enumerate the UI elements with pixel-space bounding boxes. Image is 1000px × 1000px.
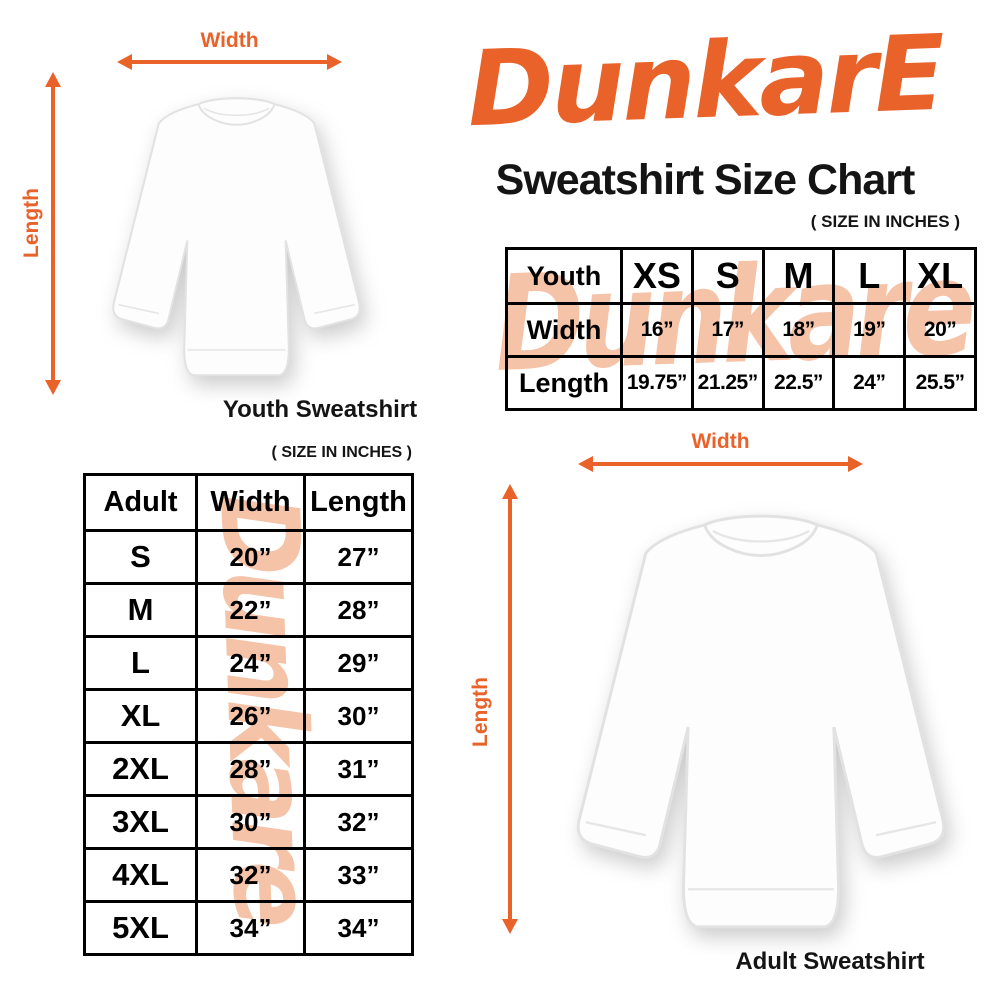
adult-width-label: Width — [691, 430, 750, 453]
table-value-cell: 32” — [195, 847, 306, 903]
table-value-cell: 24” — [832, 355, 907, 411]
table-row: 3XL 30” 32” — [83, 794, 414, 850]
youth-width-label: Width — [200, 29, 259, 52]
table-value-cell: 27” — [303, 529, 414, 585]
youth-width-arrow — [117, 54, 342, 70]
table-row: S 20” 27” — [83, 529, 414, 585]
dunkare-logo: DunkarE — [465, 11, 945, 151]
table-row-label: Length — [505, 355, 623, 411]
table-value-cell: 22.5” — [761, 355, 836, 411]
table-row-label: L — [83, 635, 198, 691]
table-value-cell: 28” — [303, 582, 414, 638]
table-corner-cell: Youth — [505, 247, 623, 305]
table-row-label: 2XL — [83, 741, 198, 797]
table-row-label: Width — [505, 302, 623, 358]
table-value-cell: 34” — [303, 900, 414, 956]
table-header-cell: L — [832, 247, 907, 305]
table-value-cell: 30” — [303, 688, 414, 744]
table-header-cell: S — [690, 247, 765, 305]
table-value-cell: 18” — [761, 302, 836, 358]
table-value-cell: 20” — [903, 302, 977, 358]
table-value-cell: 29” — [303, 635, 414, 691]
table-value-cell: 34” — [195, 900, 306, 956]
table-value-cell: 16” — [620, 302, 694, 358]
table-row: Width 16” 17” 18” 19” 20” — [505, 302, 977, 358]
youth-length-arrow — [45, 72, 61, 395]
size-in-inches-note-adult: ( SIZE IN INCHES ) — [271, 444, 412, 461]
table-row-label: XL — [83, 688, 198, 744]
adult-size-table: Adult Width Length S 20” 27” M 22” 28” L 24” 29” XL 2… — [83, 473, 414, 956]
table-row: M 22” 28” — [83, 582, 414, 638]
adult-length-label: Length — [469, 677, 492, 747]
table-row: 2XL 28” 31” — [83, 741, 414, 797]
table-row-label: S — [83, 529, 198, 585]
table-value-cell: 20” — [195, 529, 306, 585]
table-value-cell: 25.5” — [903, 355, 977, 411]
adult-sweatshirt-image — [522, 478, 1000, 948]
table-row: L 24” 29” — [83, 635, 414, 691]
table-value-cell: 22” — [195, 582, 306, 638]
table-value-cell: 31” — [303, 741, 414, 797]
youth-sweatshirt-caption: Youth Sweatshirt — [222, 396, 418, 423]
table-header-cell: Width — [195, 473, 306, 532]
table-value-cell: 28” — [195, 741, 306, 797]
table-row-label: M — [83, 582, 198, 638]
table-value-cell: 26” — [195, 688, 306, 744]
youth-size-table: Youth XS S M L XL Width 16” 17” 18” 19” 20” Length 19… — [505, 247, 977, 411]
table-header-row: Adult Width Length — [83, 473, 414, 532]
table-row-label: 5XL — [83, 900, 198, 956]
youth-sweatshirt-image — [78, 66, 395, 396]
size-in-inches-note-top: ( SIZE IN INCHES ) — [810, 212, 960, 231]
table-header-cell: XL — [903, 247, 977, 305]
table-header-cell: M — [761, 247, 836, 305]
table-value-cell: 17” — [690, 302, 765, 358]
table-row-label: 4XL — [83, 847, 198, 903]
table-header-row: Youth XS S M L XL — [505, 247, 977, 305]
table-row: Length 19.75” 21.25” 22.5” 24” 25.5” — [505, 355, 977, 411]
adult-length-arrow — [502, 484, 518, 934]
page-title: Sweatshirt Size Chart — [495, 156, 916, 204]
youth-length-label: Length — [20, 188, 43, 258]
table-row: 4XL 32” 33” — [83, 847, 414, 903]
table-row-label: 3XL — [83, 794, 198, 850]
table-value-cell: 30” — [195, 794, 306, 850]
table-value-cell: 33” — [303, 847, 414, 903]
table-corner-cell: Adult — [83, 473, 198, 532]
adult-width-arrow — [578, 456, 863, 472]
table-value-cell: 32” — [303, 794, 414, 850]
table-row: XL 26” 30” — [83, 688, 414, 744]
adult-sweatshirt-caption: Adult Sweatshirt — [735, 948, 925, 975]
table-value-cell: 19.75” — [620, 355, 694, 411]
table-row: 5XL 34” 34” — [83, 900, 414, 956]
table-value-cell: 21.25” — [690, 355, 765, 411]
table-value-cell: 24” — [195, 635, 306, 691]
table-value-cell: 19” — [832, 302, 907, 358]
table-header-cell: Length — [303, 473, 414, 532]
table-header-cell: XS — [620, 247, 694, 305]
